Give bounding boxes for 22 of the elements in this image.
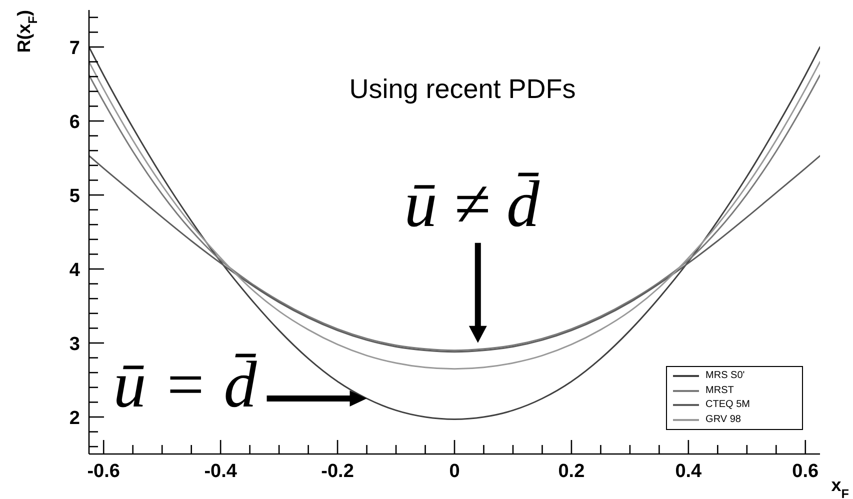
annotation: ū = d̄ — [113, 348, 258, 422]
x-tick-label: 0.4 — [675, 461, 702, 482]
x-tick-label: -0.4 — [204, 461, 238, 482]
x-tick-label: -0.6 — [87, 461, 120, 482]
x-tick-label: -0.2 — [321, 461, 354, 482]
x-tick-label: 0.2 — [558, 461, 585, 482]
annotation: Using recent PDFs — [349, 74, 576, 104]
annotation: ū ≠ d̄ — [404, 168, 540, 241]
y-tick-label: 2 — [69, 408, 80, 429]
line-series — [89, 155, 820, 353]
legend-label: MRS S0' — [706, 369, 745, 383]
legend-label: MRST — [706, 384, 734, 398]
y-tick-label: 4 — [69, 260, 80, 281]
x-tick-label: 0 — [449, 461, 460, 482]
x-tick-label: 0.6 — [792, 461, 819, 482]
legend-label: CTEQ 5M — [706, 398, 750, 412]
y-tick-label: 7 — [69, 38, 80, 59]
legend-label: GRV 98 — [706, 412, 741, 426]
y-tick-label: 3 — [69, 334, 80, 355]
x-axis-title: x$_{F}$ — [831, 475, 850, 499]
y-tick-label: 6 — [69, 112, 80, 133]
y-tick-label: 5 — [69, 186, 80, 207]
